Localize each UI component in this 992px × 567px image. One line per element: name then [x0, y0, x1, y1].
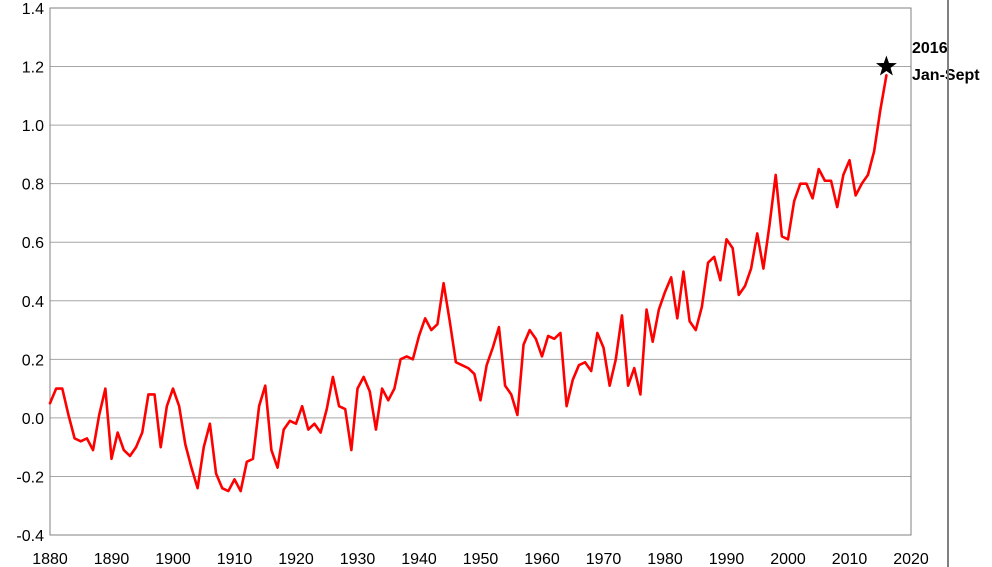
x-tick-label: 1950	[463, 551, 499, 567]
x-tick-label: 1890	[94, 551, 130, 567]
x-axis-tick-labels: 1880 1890 1900 1910 1920 1930 1940 1950 1960 1970…	[32, 551, 929, 567]
x-tick-label: 2010	[832, 551, 868, 567]
x-tick-label: 1960	[524, 551, 560, 567]
x-tick-label: 2000	[770, 551, 806, 567]
y-tick-label: -0.2	[16, 469, 44, 486]
series-group	[48, 74, 888, 493]
y-tick-label: -0.4	[16, 528, 44, 545]
annotation-period-label: Jan-Sept	[912, 67, 980, 84]
x-tick-label: 2020	[893, 551, 929, 567]
y-tick-label: 0.0	[22, 411, 44, 428]
x-tick-label: 1930	[340, 551, 376, 567]
y-tick-label: 0.4	[22, 294, 44, 311]
x-tick-label: 1920	[278, 551, 314, 567]
x-tick-label: 1970	[586, 551, 622, 567]
x-tick-label: 1980	[647, 551, 683, 567]
x-tick-label: 1990	[709, 551, 745, 567]
y-axis-tick-labels: -0.4 -0.2 0.0 0.2 0.4 0.6 0.8 1.0 1.2 1.4	[16, 1, 44, 545]
series-line	[48, 74, 888, 493]
y-tick-label: 1.0	[22, 118, 44, 135]
x-tick-label: 1910	[217, 551, 253, 567]
y-tick-label: 0.6	[22, 235, 44, 252]
y-tick-label: 0.8	[22, 177, 44, 194]
highlight-annotation: 2016 Jan-Sept	[875, 40, 980, 84]
plot-area-frame	[49, 7, 912, 536]
y-tick-label: 0.2	[22, 352, 44, 369]
y-tick-label: 1.2	[22, 60, 44, 77]
x-tick-label: 1880	[32, 551, 68, 567]
x-tick-label: 1940	[401, 551, 437, 567]
x-tick-label: 1900	[155, 551, 191, 567]
gridlines	[50, 7, 911, 536]
star-marker-icon	[875, 55, 897, 76]
y-tick-label: 1.4	[22, 1, 44, 18]
annotation-year-label: 2016	[912, 40, 948, 57]
